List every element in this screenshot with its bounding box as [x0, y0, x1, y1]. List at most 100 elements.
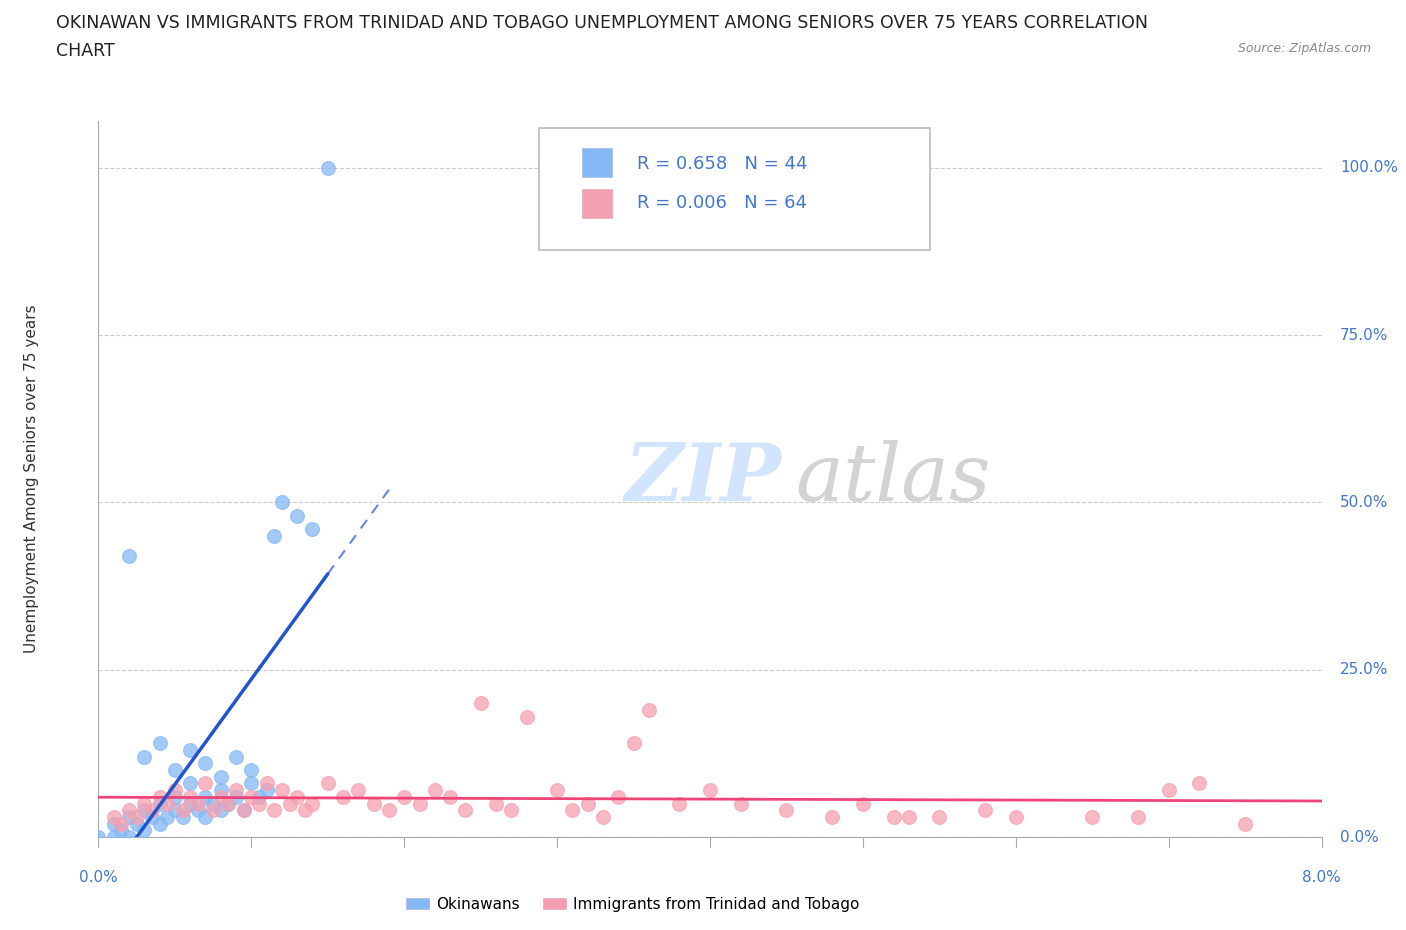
Point	[163, 783, 186, 798]
Text: Unemployment Among Seniors over 75 years: Unemployment Among Seniors over 75 years	[24, 305, 38, 653]
Point	[974, 803, 997, 817]
Point	[316, 776, 339, 790]
Point	[316, 160, 339, 175]
Point	[439, 790, 461, 804]
Point	[699, 783, 721, 798]
Point	[118, 809, 141, 824]
Point	[179, 742, 201, 757]
Point	[110, 817, 132, 831]
Point	[134, 803, 156, 817]
Point	[378, 803, 401, 817]
Point	[187, 796, 209, 811]
Point	[156, 809, 179, 824]
Point	[149, 736, 172, 751]
Text: atlas: atlas	[796, 440, 991, 518]
FancyBboxPatch shape	[582, 189, 612, 218]
Point	[240, 763, 263, 777]
Point	[179, 796, 201, 811]
Text: OKINAWAN VS IMMIGRANTS FROM TRINIDAD AND TOBAGO UNEMPLOYMENT AMONG SENIORS OVER : OKINAWAN VS IMMIGRANTS FROM TRINIDAD AND…	[56, 14, 1149, 32]
Point	[225, 783, 247, 798]
Point	[149, 817, 172, 831]
Text: R = 0.006   N = 64: R = 0.006 N = 64	[637, 194, 807, 212]
Point	[1157, 783, 1180, 798]
Point	[232, 803, 254, 817]
Text: CHART: CHART	[56, 42, 115, 60]
Point	[209, 803, 232, 817]
Point	[546, 783, 568, 798]
Point	[515, 709, 537, 724]
Point	[232, 803, 254, 817]
Point	[110, 823, 132, 838]
Point	[163, 790, 186, 804]
Point	[118, 803, 141, 817]
Point	[194, 756, 217, 771]
Point	[141, 803, 163, 817]
Point	[103, 809, 125, 824]
Point	[256, 783, 278, 798]
Text: 0.0%: 0.0%	[1340, 830, 1379, 844]
Point	[263, 803, 285, 817]
Point	[332, 790, 354, 804]
Point	[1081, 809, 1104, 824]
Point	[103, 817, 125, 831]
Point	[1004, 809, 1026, 824]
Point	[363, 796, 385, 811]
Point	[270, 783, 294, 798]
Point	[883, 809, 905, 824]
Point	[623, 736, 645, 751]
Text: Source: ZipAtlas.com: Source: ZipAtlas.com	[1237, 42, 1371, 55]
Point	[156, 796, 179, 811]
Point	[187, 803, 209, 817]
Text: 25.0%: 25.0%	[1340, 662, 1388, 677]
Point	[149, 790, 172, 804]
Point	[194, 776, 217, 790]
Point	[470, 696, 492, 711]
Point	[347, 783, 370, 798]
Point	[118, 830, 141, 844]
Point	[172, 809, 194, 824]
Point	[202, 796, 225, 811]
Point	[194, 790, 217, 804]
Point	[134, 750, 156, 764]
Point	[285, 509, 308, 524]
Point	[240, 776, 263, 790]
Point	[209, 783, 232, 798]
Point	[278, 796, 301, 811]
Point	[134, 823, 156, 838]
Point	[928, 809, 950, 824]
Point	[103, 830, 125, 844]
FancyBboxPatch shape	[538, 128, 931, 250]
Point	[730, 796, 752, 811]
Text: 50.0%: 50.0%	[1340, 495, 1388, 510]
Point	[247, 796, 270, 811]
Point	[852, 796, 875, 811]
Legend: Okinawans, Immigrants from Trinidad and Tobago: Okinawans, Immigrants from Trinidad and …	[399, 891, 866, 918]
Point	[225, 790, 247, 804]
Point	[408, 796, 430, 811]
Point	[163, 803, 186, 817]
Text: 0.0%: 0.0%	[79, 870, 118, 885]
Point	[1188, 776, 1211, 790]
Point	[1234, 817, 1257, 831]
Point	[592, 809, 614, 824]
Point	[897, 809, 920, 824]
Point	[209, 769, 232, 784]
Point	[225, 750, 247, 764]
Text: 100.0%: 100.0%	[1340, 160, 1398, 175]
Point	[301, 522, 323, 537]
Point	[118, 549, 141, 564]
Point	[202, 803, 225, 817]
Text: R = 0.658   N = 44: R = 0.658 N = 44	[637, 155, 807, 173]
Point	[179, 790, 201, 804]
Point	[134, 796, 156, 811]
Point	[263, 528, 285, 543]
Point	[194, 809, 217, 824]
Text: 75.0%: 75.0%	[1340, 327, 1388, 342]
Point	[172, 803, 194, 817]
Point	[240, 790, 263, 804]
FancyBboxPatch shape	[582, 148, 612, 177]
Point	[485, 796, 508, 811]
Point	[179, 776, 201, 790]
Point	[392, 790, 416, 804]
Point	[141, 809, 163, 824]
